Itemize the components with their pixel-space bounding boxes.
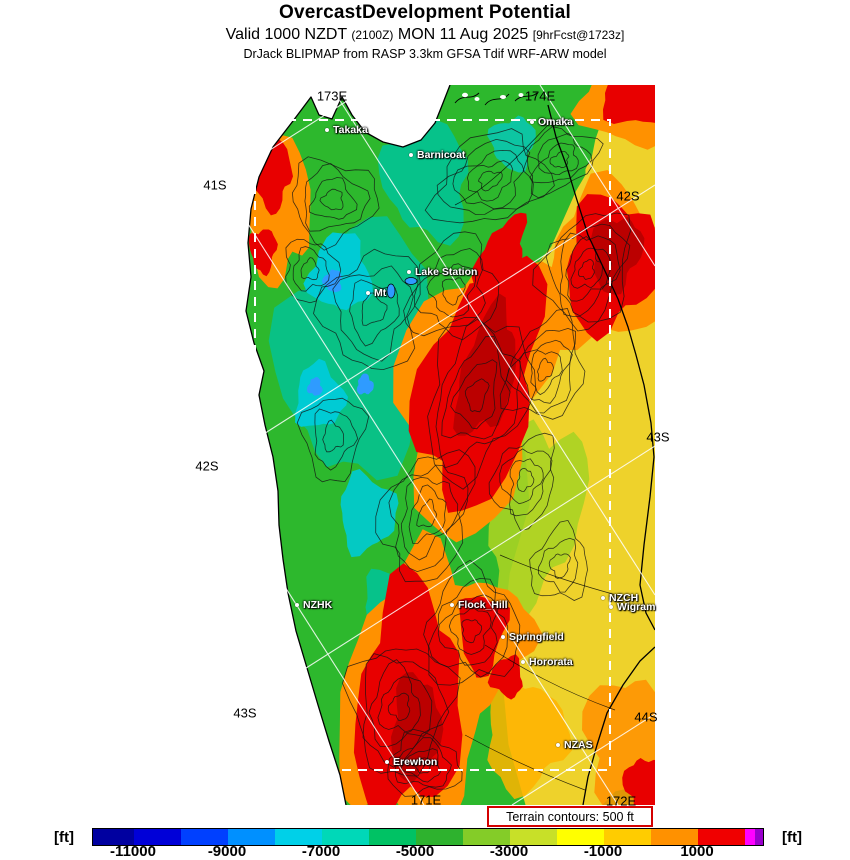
colorbar-segment — [181, 829, 228, 845]
colorbar-unit-right: [ft] — [782, 829, 802, 846]
rivers-and-lakes — [386, 124, 636, 791]
colorbar-tick: -7000 — [301, 843, 341, 860]
colorbar-tick: 1000 — [680, 843, 714, 860]
page-title: OvercastDevelopment Potential — [279, 2, 571, 23]
colorbar-segment — [463, 829, 510, 845]
colorbar-segment — [604, 829, 651, 845]
sea-mask — [215, 85, 450, 805]
valid-z-time: (2100Z) — [351, 28, 394, 42]
colorbar-tick: -11000 — [110, 843, 156, 860]
forecast-map — [215, 85, 655, 805]
forecast-run-tag: [9hrFcst@1723z] — [532, 28, 625, 42]
potential-color-regions — [239, 85, 655, 805]
colorbar-segment — [698, 829, 745, 845]
colorbar-segment — [557, 829, 604, 845]
model-info-line: DrJack BLIPMAP from RASP 3.3km GFSA Tdif… — [243, 47, 607, 61]
colorbar-segment — [755, 829, 763, 845]
colorbar-segment — [93, 829, 134, 845]
colorbar-unit-left: [ft] — [54, 829, 74, 846]
marlborough-sounds — [454, 92, 538, 106]
graticule-lines — [215, 85, 655, 805]
colorbar-segment — [510, 829, 557, 845]
colorbar-segment — [275, 829, 322, 845]
colorbar-segment — [228, 829, 275, 845]
valid-time-line: Valid 1000 NZDT (2100Z) MON 11 Aug 2025 … — [0, 26, 850, 44]
terrain-contours-text: Terrain contours: 500 ft — [506, 809, 634, 824]
valid-date: MON 11 Aug 2025 — [397, 26, 529, 43]
colorbar-tick: -5000 — [395, 843, 435, 860]
terrain-contours-note: Terrain contours: 500 ft — [487, 806, 653, 827]
colorbar-segment — [322, 829, 369, 845]
model-domain-boundary — [254, 119, 611, 771]
colorbar-segment — [416, 829, 463, 845]
terrain-contours — [285, 126, 631, 797]
colorbar-segment — [745, 829, 755, 845]
colorbar — [92, 828, 764, 846]
colorbar-tick: -9000 — [207, 843, 247, 860]
valid-prefix: Valid 1000 NZDT — [225, 26, 347, 43]
colorbar-tick: -3000 — [489, 843, 529, 860]
colorbar-segment — [651, 829, 698, 845]
coastline — [245, 85, 655, 805]
colorbar-segment — [134, 829, 181, 845]
colorbar-tick: -1000 — [583, 843, 623, 860]
colorbar-segment — [369, 829, 416, 845]
